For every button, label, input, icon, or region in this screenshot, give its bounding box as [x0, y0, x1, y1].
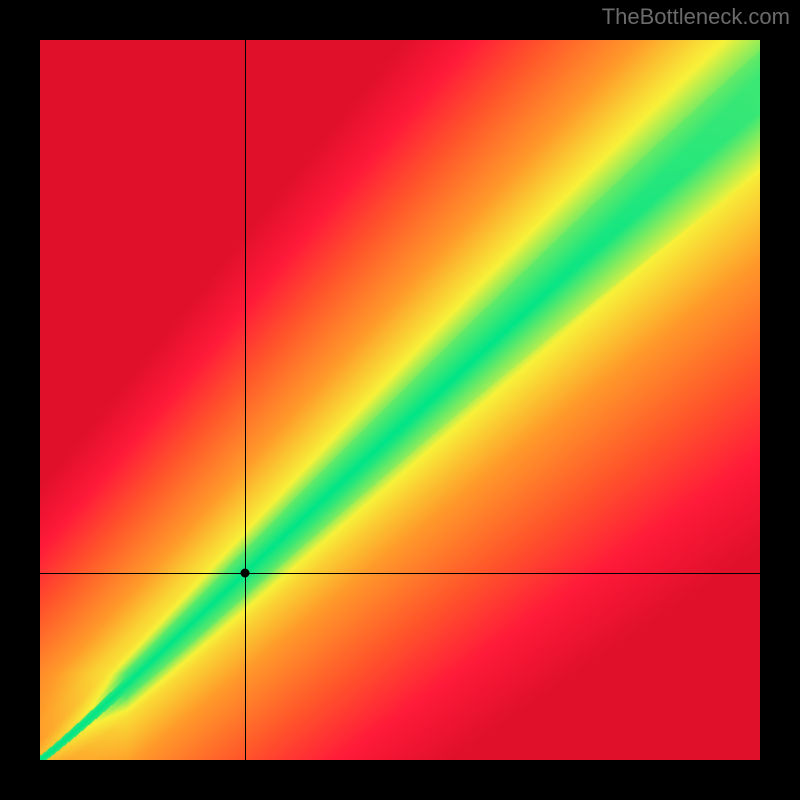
- plot-area: [40, 40, 760, 760]
- heatmap-canvas: [40, 40, 760, 760]
- chart-container: TheBottleneck.com: [0, 0, 800, 800]
- crosshair-vertical: [245, 40, 246, 760]
- crosshair-horizontal: [40, 573, 760, 574]
- crosshair-point: [241, 568, 250, 577]
- watermark-text: TheBottleneck.com: [602, 4, 790, 30]
